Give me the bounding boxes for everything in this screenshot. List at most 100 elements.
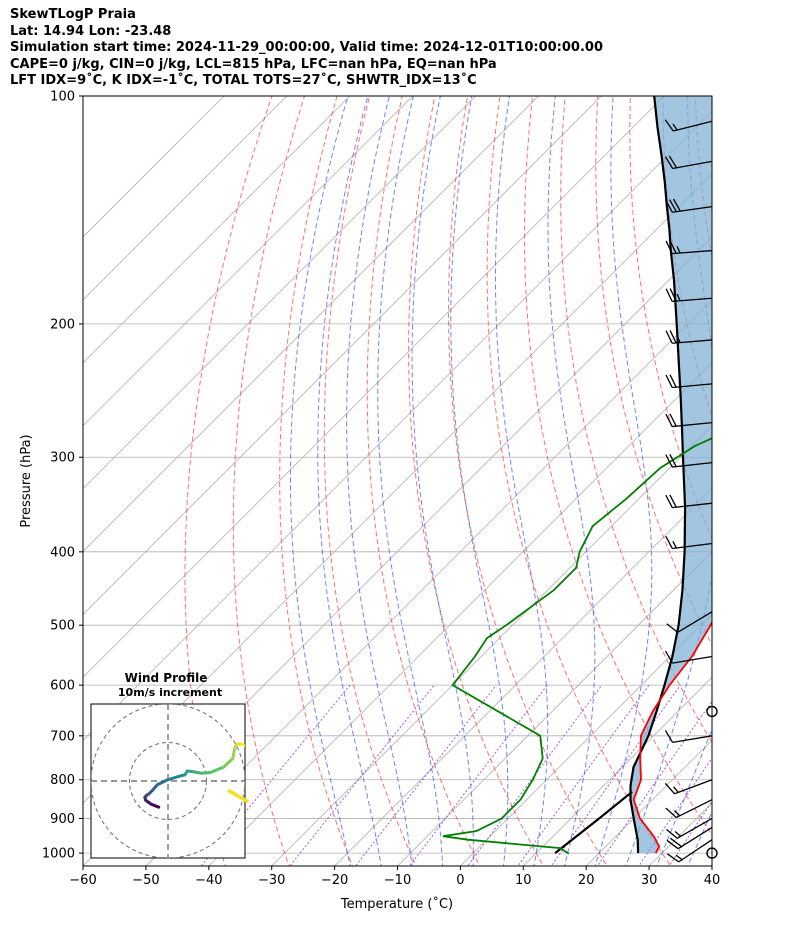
barb-flag [669,413,677,427]
hodograph-segment [231,745,237,761]
moist-adiabat [411,96,474,866]
isotherm-line [83,96,414,427]
wind-barb [665,413,713,428]
y-tick-label: 900 [50,812,75,827]
barb-shaft [672,655,713,664]
dry-adiabat [727,61,794,884]
hodograph-segment [221,757,235,769]
wind-barb [664,730,713,744]
barb-flag [665,807,677,819]
barb-flag [669,199,677,213]
moist-adiabat [687,810,712,866]
isotherm-line [271,425,712,866]
barb-half-flag [672,123,678,131]
location-line: Lat: 14.94 Lon: -23.48 [10,23,172,39]
x-tick-label: 20 [578,873,595,888]
barb-shaft [672,339,713,344]
barb-shaft [672,542,713,550]
moist-adiabat [450,96,509,866]
chart-title: SkewTLogP Praia [10,7,136,22]
mixing-ratio-line [289,684,435,866]
y-tick-label: 300 [50,451,75,466]
barb-flag [665,288,673,302]
barb-flag [666,623,679,633]
barb-half-flag [675,854,683,861]
barb-flag [665,330,673,344]
wind-barb [664,650,713,664]
barb-flag [665,454,673,468]
barb-half-flag [673,810,681,817]
wind-barb [665,374,713,389]
barb-shaft [672,421,713,428]
x-tick-label: −60 [69,873,96,888]
barb-flag [669,288,677,302]
mixing-ratio-line [638,757,712,866]
cape-cin-shading [630,96,712,854]
wind-barb [665,535,713,550]
moist-adiabat [710,96,794,884]
barb-shaft [672,160,713,170]
barb-shaft [672,297,713,302]
isotherm-line [83,96,665,678]
barb-flag [666,839,679,850]
axes: −60 −50 −40 −30 −20 −10 0 10 20 30 40 1000 900 800 700… [42,90,720,889]
barb-shaft [672,383,713,389]
moist-adiabat [317,96,382,866]
moist-adiabat [377,96,444,866]
isotherm-line [83,96,540,553]
hodograph-inset: Wind Profile 10m/s increment [90,671,249,859]
y-tick-label: 500 [50,619,75,634]
cape-line: CAPE=0 j/kg, CIN=0 j/kg, LCL=815 hPa, LF… [10,56,497,72]
isotherm-line [83,96,351,364]
moist-adiabat [547,96,596,866]
dry-adiabat [790,61,794,884]
dewpoint-line [442,437,712,855]
barb-flag [668,155,678,169]
parcel-line [629,96,687,854]
isotherm-line [459,613,712,866]
isotherm-line [83,96,288,301]
hodograph-segment [208,765,225,775]
wind-barb [665,453,713,468]
wind-barb [666,817,713,839]
hodograph-segment [164,774,181,782]
isotherm-line [83,110,712,741]
mixing-ratio-lines [200,684,712,866]
wind-barb [665,288,713,302]
dry-adiabat [448,96,608,866]
y-tick-label: 200 [50,317,75,332]
barb-flag [672,198,681,212]
barb-shaft [672,462,713,468]
mixing-ratio-line [517,684,650,866]
barb-shaft [678,839,713,863]
wind-barb [664,155,713,170]
dry-adiabat [323,96,417,866]
isotherm-line [145,299,712,866]
y-tick-label: 1000 [42,847,75,862]
dry-adiabat [279,96,354,866]
barb-flag [669,240,677,254]
barb-flag [665,374,673,388]
wind-barb [665,240,713,255]
x-tick-label: −40 [195,873,222,888]
wind-barb [665,799,713,819]
x-tick-label: −10 [384,873,411,888]
wind-barb [664,119,713,132]
x-axis-label: Temperature (˚C) [340,896,453,912]
isotherm-line [83,96,602,615]
dry-adiabat [560,96,712,744]
barb-flag [665,494,673,508]
barb-shaft [675,799,713,819]
barb-shaft [672,205,713,213]
barb-half-flag [672,541,677,549]
wind-barb [666,826,713,850]
mixing-ratio-line [550,684,681,866]
barb-shaft [673,120,713,132]
barb-flag [669,453,677,467]
barb-shaft [672,735,713,744]
barb-flag [664,782,676,795]
y-tick-label: 700 [50,729,75,744]
moist-adiabat [656,727,712,866]
barb-flag [669,330,677,344]
